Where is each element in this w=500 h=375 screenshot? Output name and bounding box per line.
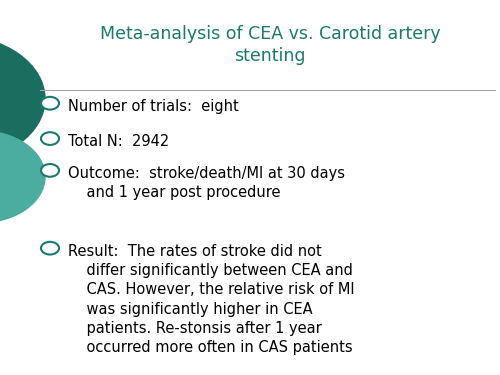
Circle shape (41, 97, 59, 109)
Circle shape (0, 35, 45, 163)
Circle shape (41, 242, 59, 255)
Text: Outcome:  stroke/death/MI at 30 days
    and 1 year post procedure: Outcome: stroke/death/MI at 30 days and … (68, 166, 344, 200)
Circle shape (41, 164, 59, 177)
Text: Meta-analysis of CEA vs. Carotid artery
stenting: Meta-analysis of CEA vs. Carotid artery … (100, 25, 440, 65)
Text: Result:  The rates of stroke did not
    differ significantly between CEA and
  : Result: The rates of stroke did not diff… (68, 244, 354, 355)
Circle shape (0, 131, 45, 223)
Text: Total N:  2942: Total N: 2942 (68, 134, 169, 149)
Circle shape (41, 132, 59, 145)
Text: Number of trials:  eight: Number of trials: eight (68, 99, 238, 114)
